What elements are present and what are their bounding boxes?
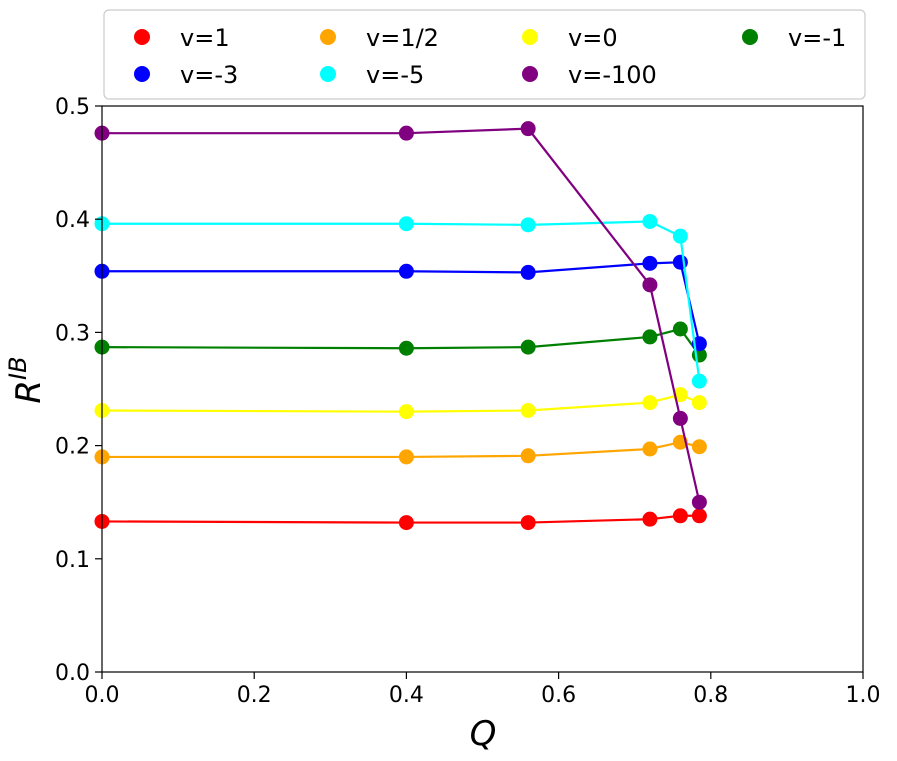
data-point bbox=[642, 213, 658, 229]
y-tick-label: 0.4 bbox=[55, 208, 90, 233]
legend-label: v=-1 bbox=[788, 24, 846, 52]
legend: v=1 v=1/2 v=0 v=-1 v=-3 v=-5 v=-100 bbox=[103, 9, 866, 100]
data-point bbox=[520, 403, 536, 419]
data-point bbox=[691, 494, 707, 510]
x-tick-label: 0.2 bbox=[237, 683, 272, 708]
x-tick-label: 0.4 bbox=[389, 683, 424, 708]
data-point bbox=[520, 448, 536, 464]
y-tick-label: 0.3 bbox=[55, 321, 90, 346]
data-point bbox=[398, 263, 414, 279]
legend-entries: v=1 v=1/2 v=0 v=-1 v=-3 v=-5 v=-100 bbox=[134, 24, 846, 89]
series-v=1/2 bbox=[94, 434, 707, 465]
legend-entry: v=-5 bbox=[320, 61, 424, 89]
series-v=-1 bbox=[94, 321, 707, 363]
legend-entry: v=-100 bbox=[522, 61, 657, 89]
data-point bbox=[520, 339, 536, 355]
legend-marker bbox=[134, 66, 150, 82]
data-point bbox=[642, 441, 658, 457]
series-v=-5 bbox=[94, 213, 707, 389]
legend-label: v=-100 bbox=[568, 61, 657, 89]
y-axis-label-base: R bbox=[9, 380, 49, 404]
series-v=-100 bbox=[94, 121, 707, 510]
legend-marker bbox=[320, 29, 336, 45]
data-point bbox=[672, 228, 688, 244]
y-tick-label: 0.5 bbox=[55, 95, 90, 120]
y-axis-label-superscript: IB bbox=[4, 356, 32, 380]
series-line bbox=[102, 261, 701, 344]
data-point bbox=[672, 410, 688, 426]
data-point bbox=[642, 277, 658, 293]
data-point bbox=[398, 125, 414, 141]
data-point bbox=[398, 340, 414, 356]
y-tick-label: 0.2 bbox=[55, 435, 90, 460]
series-layer bbox=[94, 121, 707, 531]
data-point bbox=[642, 511, 658, 527]
x-tick-label: 0.6 bbox=[541, 683, 576, 708]
legend-label: v=-3 bbox=[180, 61, 238, 89]
legend-entry: v=1 bbox=[134, 24, 230, 52]
legend-label: v=0 bbox=[568, 24, 618, 52]
x-axis-label: Q bbox=[470, 714, 497, 754]
series-v=1 bbox=[94, 508, 707, 531]
legend-entry: v=-1 bbox=[742, 24, 846, 52]
legend-marker bbox=[134, 29, 150, 45]
data-point bbox=[398, 515, 414, 531]
data-point bbox=[520, 217, 536, 233]
series-line bbox=[102, 220, 701, 382]
data-point bbox=[672, 508, 688, 524]
legend-label: v=-5 bbox=[366, 61, 424, 89]
legend-entry: v=1/2 bbox=[320, 24, 439, 52]
axis-layer: 0.0 0.2 0.4 0.6 0.8 1.0 0.0 0.1 0.2 0.3 0.4 0.5 bbox=[55, 95, 881, 708]
legend-label: v=1/2 bbox=[366, 24, 439, 52]
data-point bbox=[691, 395, 707, 411]
data-point bbox=[520, 264, 536, 280]
data-point bbox=[691, 373, 707, 389]
data-point bbox=[520, 515, 536, 531]
plot-frame bbox=[101, 105, 864, 673]
data-point bbox=[642, 395, 658, 411]
y-tick-label: 0.0 bbox=[55, 661, 90, 686]
legend-label: v=1 bbox=[180, 24, 230, 52]
data-point bbox=[520, 121, 536, 137]
data-point bbox=[672, 254, 688, 270]
y-tick-label: 0.1 bbox=[55, 548, 90, 573]
x-tick-label: 0.0 bbox=[85, 683, 120, 708]
legend-marker bbox=[742, 29, 758, 45]
legend-marker bbox=[320, 66, 336, 82]
data-point bbox=[398, 216, 414, 232]
legend-marker bbox=[522, 29, 538, 45]
legend-entry: v=0 bbox=[522, 24, 618, 52]
x-tick-label: 0.8 bbox=[693, 683, 728, 708]
data-point bbox=[672, 321, 688, 337]
legend-marker bbox=[522, 66, 538, 82]
data-point bbox=[691, 508, 707, 524]
data-point bbox=[691, 439, 707, 455]
series-v=-3 bbox=[94, 254, 707, 352]
legend-frame bbox=[103, 9, 866, 100]
series-v=0 bbox=[94, 387, 707, 420]
x-tick-label: 1.0 bbox=[846, 683, 881, 708]
legend-entry: v=-3 bbox=[134, 61, 238, 89]
series-line bbox=[102, 127, 701, 503]
data-point bbox=[398, 404, 414, 420]
y-axis-label: RIB bbox=[4, 356, 49, 403]
data-point bbox=[398, 449, 414, 465]
data-point bbox=[642, 255, 658, 271]
data-point bbox=[642, 329, 658, 345]
